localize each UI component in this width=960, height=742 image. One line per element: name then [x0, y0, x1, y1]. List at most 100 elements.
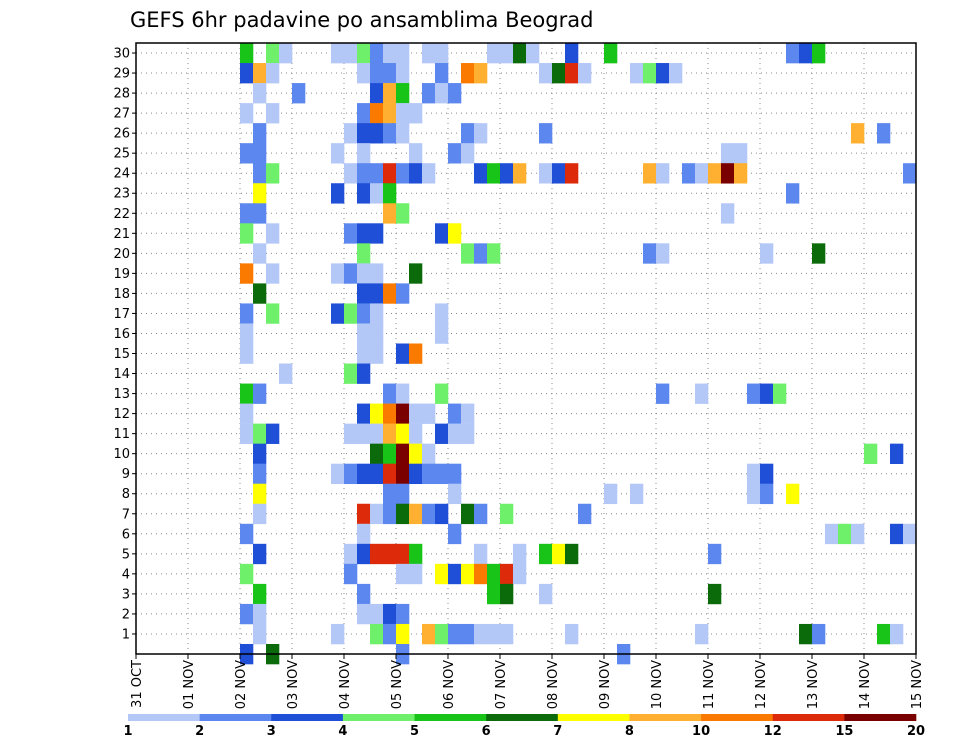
- heatmap-cell: [903, 523, 917, 545]
- heatmap-cell: [448, 623, 462, 645]
- heatmap-cell: [240, 143, 254, 164]
- heatmap-cell: [409, 563, 423, 585]
- heatmap-cell: [357, 283, 371, 304]
- heatmap-cell: [409, 543, 423, 565]
- heatmap-cell: [747, 483, 761, 505]
- heatmap-cell: [383, 83, 397, 104]
- heatmap-cell: [760, 243, 774, 264]
- heatmap-cell: [357, 343, 371, 364]
- heatmap-cell: [747, 383, 761, 404]
- y-axis-ticks: 1234567891011121314151617181920212223242…: [113, 47, 136, 642]
- heatmap-cell: [513, 163, 527, 184]
- y-tick-label: 18: [113, 287, 130, 302]
- x-tick-label: 14 NOV: [858, 660, 873, 709]
- colorbar-swatch: [701, 714, 774, 721]
- heatmap-cell: [448, 463, 462, 485]
- heatmap-cell: [656, 243, 670, 264]
- heatmap-cell: [357, 523, 371, 545]
- heatmap-cell: [396, 343, 410, 364]
- heatmap-cell: [383, 283, 397, 304]
- heatmap-cell: [396, 483, 410, 505]
- heatmap-cells: [240, 43, 917, 665]
- heatmap-cell: [240, 563, 254, 585]
- heatmap-cell: [383, 543, 397, 565]
- heatmap-cell: [643, 243, 657, 264]
- heatmap-cell: [422, 43, 436, 64]
- heatmap-cell: [396, 203, 410, 224]
- heatmap-cell: [903, 163, 917, 184]
- y-tick-label: 17: [113, 307, 130, 322]
- y-tick-label: 25: [113, 147, 130, 162]
- heatmap-cell: [409, 403, 423, 424]
- heatmap-cell: [539, 63, 553, 84]
- heatmap-cell: [357, 123, 371, 144]
- heatmap-cell: [240, 223, 254, 244]
- heatmap-cell: [240, 523, 254, 545]
- heatmap-cell: [708, 583, 722, 605]
- heatmap-cell: [253, 203, 267, 224]
- heatmap-cell: [708, 163, 722, 184]
- y-tick-label: 8: [122, 487, 130, 502]
- heatmap-cell: [812, 243, 826, 264]
- heatmap-cell: [240, 403, 254, 424]
- heatmap-cell: [370, 543, 384, 565]
- heatmap-cell: [435, 563, 449, 585]
- heatmap-cell: [565, 543, 579, 565]
- heatmap-cell: [838, 523, 852, 545]
- x-tick-label: 15 NOV: [910, 660, 925, 709]
- colorbar-swatch: [486, 714, 559, 721]
- colorbar-swatch: [414, 714, 487, 721]
- heatmap-cell: [890, 443, 904, 464]
- heatmap-cell: [370, 123, 384, 144]
- heatmap-cell: [695, 623, 709, 645]
- heatmap-cell: [825, 523, 839, 545]
- x-tick-label: 07 NOV: [494, 660, 509, 709]
- heatmap-cell: [396, 543, 410, 565]
- y-tick-label: 27: [113, 107, 130, 122]
- heatmap-cell: [695, 383, 709, 404]
- heatmap-cell: [487, 163, 501, 184]
- y-tick-label: 26: [113, 127, 130, 142]
- heatmap-cell: [370, 423, 384, 444]
- heatmap-cell: [357, 363, 371, 384]
- heatmap-cell: [890, 623, 904, 645]
- colorbar-swatch: [199, 714, 272, 721]
- heatmap-cell: [539, 123, 553, 144]
- colorbar-label: 10: [692, 724, 710, 739]
- heatmap-cell: [370, 403, 384, 424]
- heatmap-cell: [487, 43, 501, 64]
- heatmap-cell: [448, 523, 462, 545]
- heatmap-cell: [370, 163, 384, 184]
- heatmap-cell: [383, 383, 397, 404]
- heatmap-cell: [383, 103, 397, 124]
- heatmap-cell: [461, 563, 475, 585]
- heatmap-cell: [253, 543, 267, 565]
- heatmap-cell: [500, 563, 514, 585]
- heatmap-cell: [240, 343, 254, 364]
- x-tick-label: 04 NOV: [338, 660, 353, 709]
- heatmap-cell: [357, 163, 371, 184]
- heatmap-cell: [578, 63, 592, 84]
- heatmap-cell: [487, 583, 501, 605]
- heatmap-cell: [383, 403, 397, 424]
- y-tick-label: 29: [113, 67, 130, 82]
- heatmap-cell: [474, 123, 488, 144]
- heatmap-cell: [383, 603, 397, 625]
- heatmap-cell: [253, 283, 267, 304]
- heatmap-cell: [422, 403, 436, 424]
- heatmap-cell: [357, 583, 371, 605]
- colorbar-label: 5: [410, 724, 419, 739]
- heatmap-cell: [331, 43, 345, 64]
- heatmap-cell: [461, 63, 475, 84]
- heatmap-cell: [266, 223, 280, 244]
- colorbar-label: 2: [195, 724, 204, 739]
- heatmap-cell: [279, 43, 293, 64]
- heatmap-cell: [435, 43, 449, 64]
- heatmap-cell: [448, 403, 462, 424]
- heatmap-cell: [383, 183, 397, 204]
- heatmap-cell: [240, 103, 254, 124]
- heatmap-cell: [253, 423, 267, 444]
- heatmap-cell: [656, 383, 670, 404]
- y-tick-label: 2: [122, 607, 130, 622]
- heatmap-cell: [292, 83, 306, 104]
